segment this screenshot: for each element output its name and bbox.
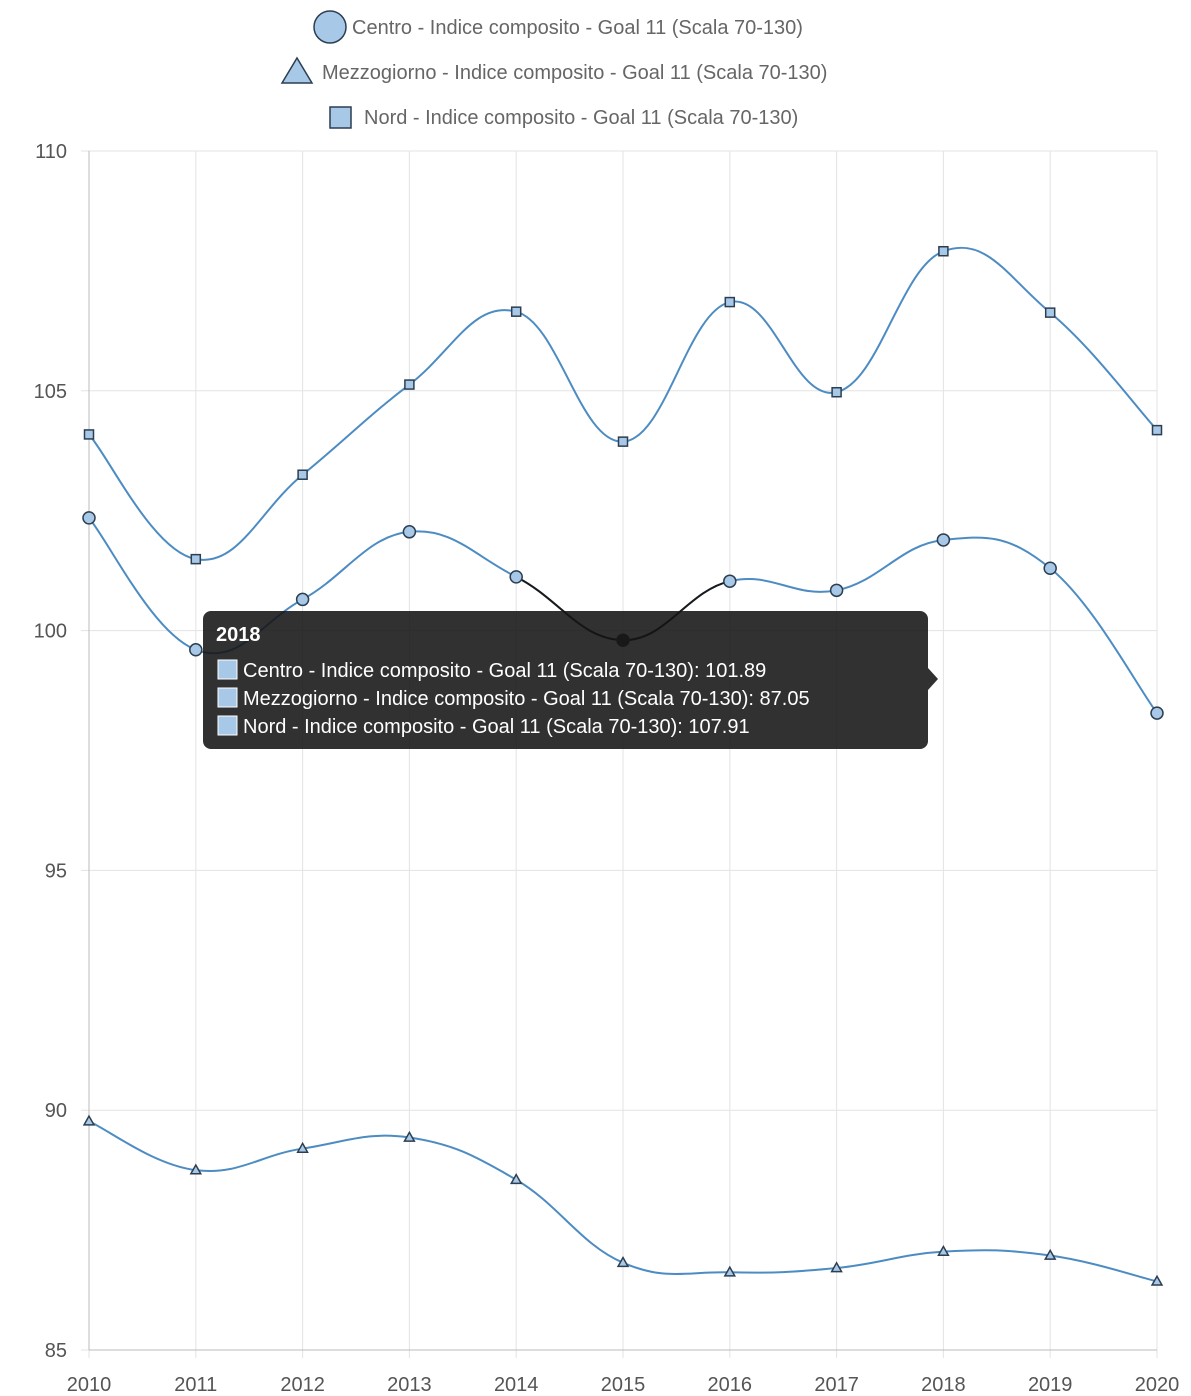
data-point [82,1114,96,1126]
data-point [189,1163,203,1175]
x-tick-label: 2017 [814,1374,859,1396]
data-point [82,511,96,525]
data-point [297,469,308,480]
legend-square-icon [329,106,352,129]
tooltip-box [203,611,928,749]
tooltip-caret [928,668,938,690]
data-point [510,306,522,317]
data-point [404,379,415,390]
x-tick-label: 2020 [1135,1374,1180,1396]
data-point [509,1173,523,1185]
data-point [723,574,737,588]
legend-label: Mezzogiorno - Indice composito - Goal 11… [322,62,827,84]
data-point [724,296,736,308]
data-point [617,436,629,447]
data-point [402,525,417,539]
y-tick-label: 105 [34,381,67,403]
data-point [829,583,844,598]
data-point [509,570,523,584]
y-axis: 85 90 95 100 105 110 [34,141,67,1362]
data-point [295,592,310,607]
y-tick-label: 85 [45,1340,67,1362]
data-point [1043,1248,1057,1260]
data-point [403,1130,416,1142]
data-point [1151,424,1163,436]
y-tick-label: 110 [35,141,67,163]
series-line [88,246,1158,561]
x-tick-label: 2018 [921,1374,966,1396]
data-point [723,1265,737,1277]
data-point [1043,561,1057,576]
data-point [189,643,203,657]
y-tick-label: 100 [34,621,67,643]
legend-circle-icon [313,10,347,44]
legend-label: Centro - Indice composito - Goal 11 (Sca… [352,17,803,39]
data-point [1044,307,1056,318]
tooltip-line: Centro - Indice composito - Goal 11 (Sca… [243,660,766,682]
x-tick-label: 2014 [494,1374,539,1396]
data-point [830,1261,843,1273]
data-point [1150,1274,1164,1286]
legend-item[interactable]: Nord - Indice composito - Goal 11 (Scala… [329,106,798,129]
tooltip-swatch [217,659,238,680]
data-point [83,429,95,440]
chart-series [82,245,1164,1286]
x-tick-label: 2016 [708,1374,753,1396]
x-tick-label: 2012 [280,1374,325,1396]
chart-grid [81,150,1158,1358]
data-point [937,1244,950,1257]
data-point [190,553,202,565]
x-tick-label: 2010 [67,1374,112,1396]
chart-tooltip: 2018 Centro - Indice composito - Goal 11 … [203,611,938,749]
series-square-group [83,245,1163,565]
x-tick-label: 2019 [1028,1374,1073,1396]
y-tick-label: 95 [45,860,67,882]
tooltip-line: Nord - Indice composito - Goal 11 (Scala… [243,716,750,738]
legend-label: Nord - Indice composito - Goal 11 (Scala… [364,107,798,129]
series-triangle-group [82,1114,1164,1286]
tooltip-line: Mezzogiorno - Indice composito - Goal 11… [243,688,810,710]
data-point [296,1141,309,1153]
tooltip-title: 2018 [216,624,261,646]
x-axis: 2010 2011 2012 2013 2014 2015 2016 2017 2018 2019… [67,1374,1180,1396]
data-point [938,245,949,257]
x-tick-label: 2015 [601,1374,646,1396]
x-tick-label: 2011 [174,1374,217,1396]
y-tick-label: 90 [45,1100,67,1122]
data-point [831,386,842,398]
tooltip-swatch [217,687,238,708]
data-point [1150,706,1164,720]
data-point [616,1256,630,1268]
legend-item[interactable]: Mezzogiorno - Indice composito - Goal 11… [280,56,827,84]
data-point [936,533,951,547]
chart-legend: Centro - Indice composito - Goal 11 (Sca… [280,10,827,129]
legend-item[interactable]: Centro - Indice composito - Goal 11 (Sca… [313,10,803,44]
x-tick-label: 2013 [387,1374,432,1396]
tooltip-swatch [217,715,238,736]
legend-triangle-icon [280,56,314,84]
